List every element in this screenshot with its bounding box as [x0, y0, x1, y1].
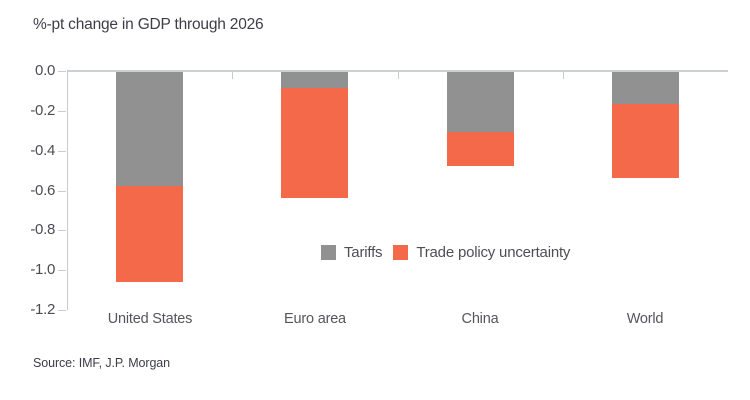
legend-swatch-trade-policy-uncertainty-icon — [393, 245, 409, 260]
bar-segment-trade-policy-uncertainty — [612, 104, 679, 178]
legend-label-trade-policy-uncertainty: Trade policy uncertainty — [416, 244, 571, 261]
y-axis-tick-mark — [58, 270, 66, 272]
source-note: Source: IMF, J.P. Morgan — [33, 356, 171, 370]
y-axis-tick-mark — [58, 190, 66, 192]
chart-title: %-pt change in GDP through 2026 — [33, 16, 264, 33]
chart-legend: Tariffs Trade policy uncertainty — [321, 244, 570, 261]
y-axis-tick-label: -1.2 — [30, 301, 55, 318]
y-axis-tick-mark — [58, 110, 66, 112]
legend-item-trade-policy-uncertainty: Trade policy uncertainty — [393, 244, 570, 261]
zero-baseline — [67, 70, 728, 72]
bar-segment-tariffs — [281, 72, 348, 88]
y-axis-tick-label: -0.4 — [30, 141, 55, 159]
y-axis-tick-mark — [58, 310, 66, 311]
x-axis-label: World — [626, 311, 664, 327]
y-axis-tick-mark — [58, 71, 66, 72]
y-axis-tick-label: 0.0 — [35, 62, 55, 79]
bar-segment-trade-policy-uncertainty — [116, 186, 183, 282]
x-axis-label: Euro area — [284, 311, 346, 327]
bar-segment-trade-policy-uncertainty — [281, 88, 348, 198]
y-axis-tick-label: -0.2 — [30, 101, 55, 119]
bar-segment-tariffs — [116, 72, 183, 186]
x-axis-tick-mark — [563, 72, 564, 79]
bar-segment-tariffs — [612, 72, 679, 104]
legend-swatch-tariffs-icon — [321, 245, 336, 260]
x-axis-tick-mark — [398, 72, 399, 79]
y-axis-tick-mark — [58, 150, 66, 152]
bar-segment-tariffs — [447, 72, 514, 132]
bar-segment-trade-policy-uncertainty — [447, 132, 514, 166]
y-axis-tick-label: -1.0 — [30, 261, 55, 279]
y-axis-tick-label: -0.8 — [30, 221, 55, 239]
x-axis-label: United States — [107, 311, 193, 327]
y-axis-tick-mark — [58, 230, 66, 232]
legend-item-tariffs: Tariffs — [321, 244, 383, 261]
x-axis-label: China — [461, 311, 499, 327]
legend-label-tariffs: Tariffs — [344, 244, 383, 261]
y-axis-line — [67, 71, 68, 310]
y-axis-tick-label: -0.6 — [30, 181, 55, 199]
x-axis-tick-mark — [232, 72, 233, 79]
